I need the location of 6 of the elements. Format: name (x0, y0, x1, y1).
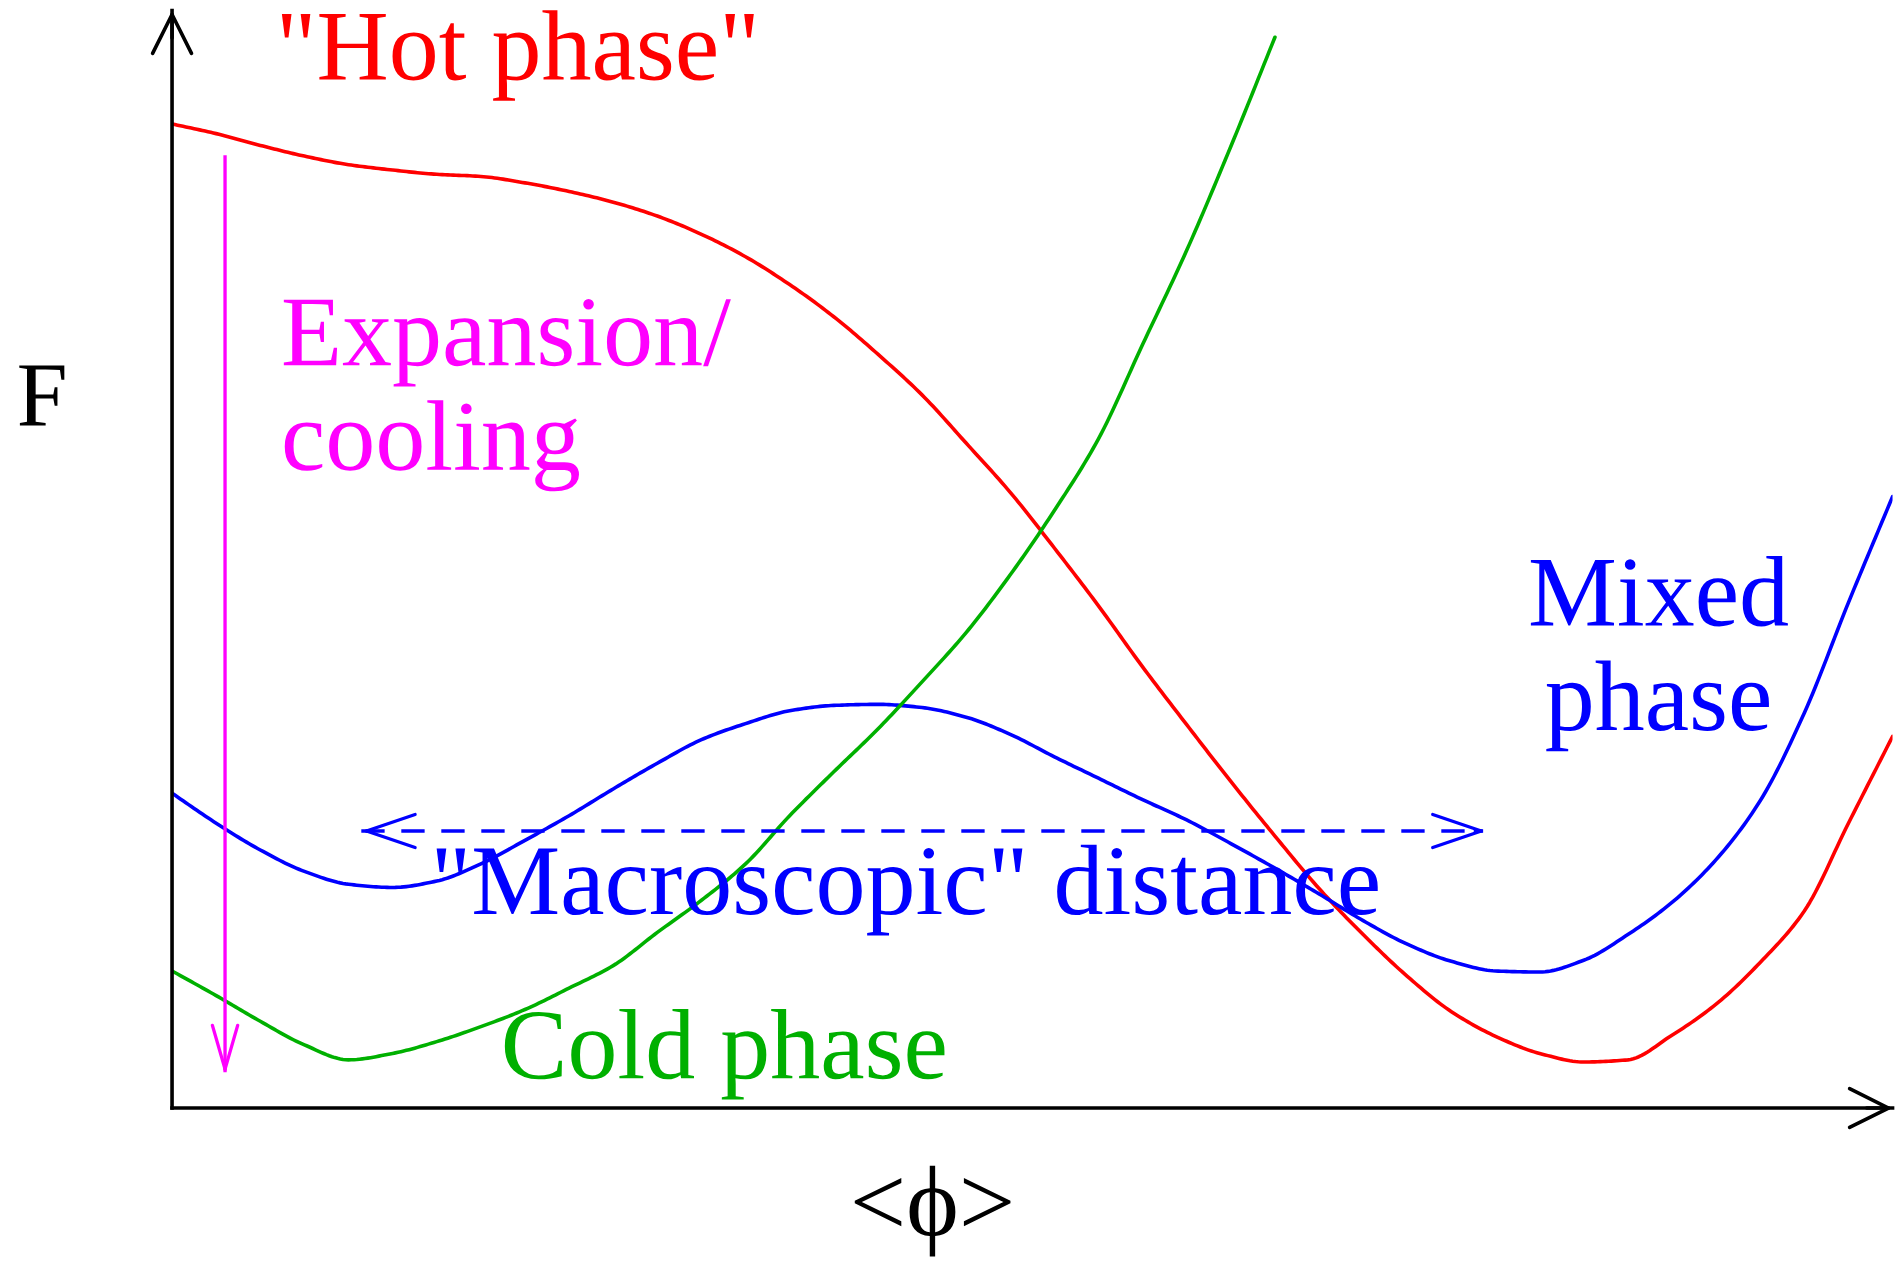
series-label: "Hot phase" (281, 10, 754, 101)
series-label: Mixed phase (1530, 556, 1788, 752)
series-label: Cold phase (504, 1008, 945, 1100)
y-axis-title: F (19, 365, 65, 426)
annotation: Expansion/ cooling (283, 298, 731, 492)
x-axis-title: <ϕ> (854, 1165, 1011, 1257)
